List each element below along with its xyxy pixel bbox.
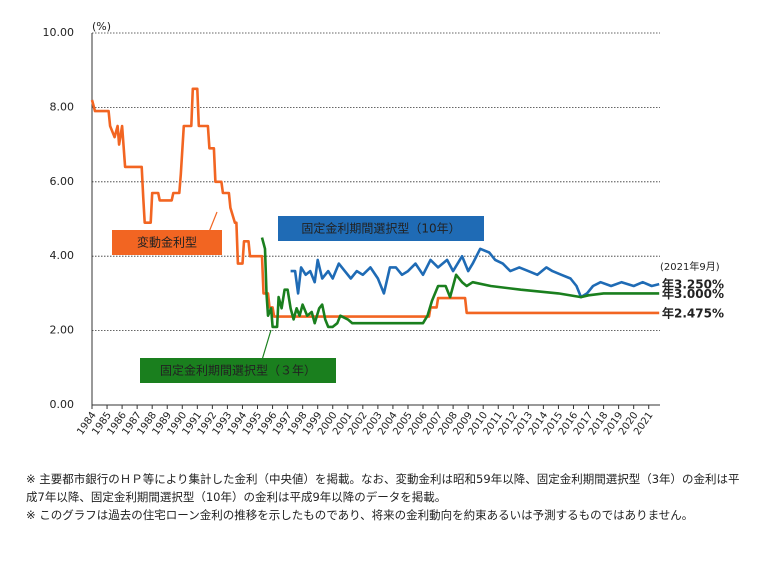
end-label: 年2.475% xyxy=(662,305,724,320)
legend-label: 固定金利期間選択型（３年） xyxy=(160,363,316,378)
note: ※ このグラフは過去の住宅ローン金利の推移を示したものであり、将来の金利動向を約… xyxy=(26,508,694,522)
series-line xyxy=(260,237,660,329)
y-tick-label: 6.00 xyxy=(50,175,75,188)
note: ※ 主要都市銀行のＨＰ等により集計した金利（中央値）を掲載。なお、変動金利は昭和… xyxy=(26,472,740,504)
legend-box xyxy=(140,358,336,383)
legend-box xyxy=(112,230,222,255)
unit-label: (%) xyxy=(92,20,111,33)
leader-line xyxy=(261,329,272,361)
legend-label: 変動金利型 xyxy=(137,235,197,250)
chart: (%) (2021年9月) 0.002.004.006.008.0010.001… xyxy=(43,20,724,437)
y-tick-label: 4.00 xyxy=(50,249,75,262)
series-line xyxy=(290,247,660,299)
y-tick-label: 0.00 xyxy=(50,398,75,411)
y-tick-label: 2.00 xyxy=(50,324,75,337)
end-date-label: (2021年9月) xyxy=(660,260,720,273)
end-label: 年3.250% xyxy=(662,277,724,292)
notes: ※ 主要都市銀行のＨＰ等により集計した金利（中央値）を掲載。なお、変動金利は昭和… xyxy=(26,470,746,524)
y-tick-label: 8.00 xyxy=(50,100,75,113)
legend-box xyxy=(278,216,484,241)
y-tick-label: 10.00 xyxy=(43,26,75,39)
end-label: 年3.000% xyxy=(662,286,724,301)
legend-label: 固定金利期間選択型（10年） xyxy=(301,221,460,236)
